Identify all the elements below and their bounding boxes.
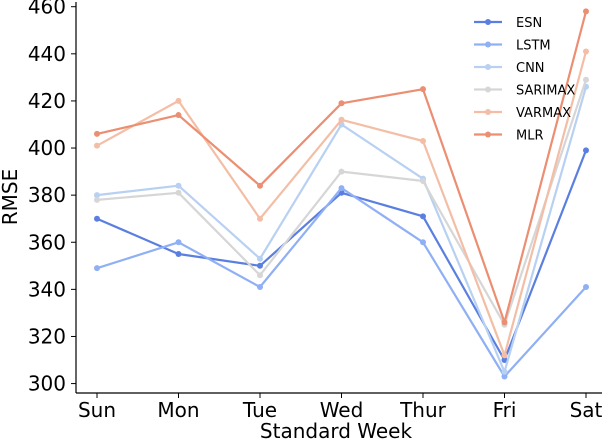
data-point-varmax — [257, 215, 263, 222]
y-tick-label: 380 — [28, 183, 66, 207]
data-point-lstm — [583, 284, 589, 291]
data-point-varmax — [175, 97, 182, 104]
y-tick-label: 400 — [28, 136, 66, 160]
data-point-lstm — [257, 284, 263, 291]
y-tick-label: 420 — [28, 89, 66, 113]
legend-item-varmax: VARMAX — [474, 106, 571, 121]
y-tick-label: 320 — [28, 324, 66, 348]
data-point-esn — [420, 213, 426, 220]
data-point-esn — [583, 147, 589, 154]
legend-item-sarimax: SARIMAX — [474, 84, 575, 99]
series-sarimax — [94, 76, 589, 328]
legend-marker — [485, 131, 491, 138]
data-point-lstm — [501, 373, 508, 380]
legend-item-lstm: LSTM — [474, 39, 551, 54]
data-point-esn — [257, 262, 263, 269]
data-point-cnn — [257, 255, 263, 262]
x-tick-label: Thur — [399, 398, 447, 422]
y-axis-title: RMSE — [0, 169, 22, 225]
data-point-lstm — [420, 239, 426, 246]
data-point-varmax — [338, 116, 345, 123]
data-point-lstm — [94, 265, 100, 272]
legend: ESN LSTM CNN SARIMAX VARMAX MLR — [474, 16, 575, 144]
data-point-esn — [94, 215, 100, 222]
data-point-sarimax — [175, 189, 182, 196]
x-tick-label: Fri — [493, 398, 517, 422]
data-point-sarimax — [257, 272, 263, 279]
legend-label: CNN — [516, 61, 545, 76]
data-point-mlr — [175, 112, 182, 119]
axes — [75, 2, 602, 394]
legend-label: MLR — [516, 129, 544, 144]
x-tick-label: Mon — [157, 398, 199, 422]
data-point-varmax — [583, 48, 589, 55]
legend-label: LSTM — [516, 39, 551, 54]
data-point-cnn — [501, 368, 508, 375]
series-esn — [94, 147, 589, 364]
x-axis-title: Standard Week — [260, 419, 413, 442]
series-mlr — [94, 8, 589, 326]
data-point-sarimax — [338, 168, 345, 175]
series-lstm — [94, 185, 589, 380]
legend-label: ESN — [516, 16, 542, 31]
series-varmax — [94, 48, 589, 359]
data-point-mlr — [94, 130, 100, 137]
y-tick-label: 460 — [28, 0, 66, 19]
legend-label: SARIMAX — [516, 84, 575, 99]
data-point-varmax — [94, 142, 100, 149]
data-point-esn — [175, 251, 182, 258]
x-tick-label: Sat — [570, 398, 603, 422]
legend-marker — [485, 109, 491, 115]
x-tick-label: Wed — [320, 398, 364, 422]
data-point-sarimax — [583, 76, 589, 83]
legend-marker — [485, 41, 491, 48]
data-point-sarimax — [420, 178, 426, 185]
data-point-sarimax — [94, 196, 100, 203]
data-point-mlr — [420, 86, 426, 93]
data-point-mlr — [501, 319, 508, 326]
data-point-mlr — [257, 182, 263, 189]
data-point-esn — [501, 357, 508, 364]
legend-label: VARMAX — [516, 106, 571, 121]
y-tick-label: 340 — [28, 277, 66, 301]
data-point-mlr — [583, 8, 589, 15]
x-tick-label: Tue — [242, 398, 277, 422]
data-point-lstm — [338, 185, 345, 192]
series-line-mlr — [96, 11, 588, 324]
legend-item-mlr: MLR — [474, 129, 544, 144]
data-point-varmax — [420, 137, 426, 144]
legend-marker — [485, 86, 491, 93]
y-tick-label: 440 — [28, 42, 66, 66]
series-layer — [94, 8, 589, 380]
data-point-lstm — [175, 239, 182, 246]
y-tick-label: 300 — [28, 372, 66, 396]
data-point-varmax — [501, 352, 508, 359]
x-tick-label: Sun — [78, 398, 116, 422]
legend-marker — [485, 19, 491, 25]
y-ticks: 300 320 340 360 380 400 420 440 460 — [28, 0, 76, 396]
legend-item-cnn: CNN — [474, 61, 545, 76]
legend-item-esn: ESN — [474, 16, 542, 31]
legend-marker — [485, 64, 491, 70]
series-line-varmax — [96, 51, 588, 357]
series-line-lstm — [96, 187, 587, 378]
x-ticks: Sun Mon Tue Wed Thur Fri Sat — [78, 393, 603, 422]
y-tick-label: 360 — [28, 230, 66, 254]
data-point-mlr — [338, 100, 345, 107]
data-point-cnn — [94, 192, 100, 199]
data-point-cnn — [175, 182, 182, 189]
